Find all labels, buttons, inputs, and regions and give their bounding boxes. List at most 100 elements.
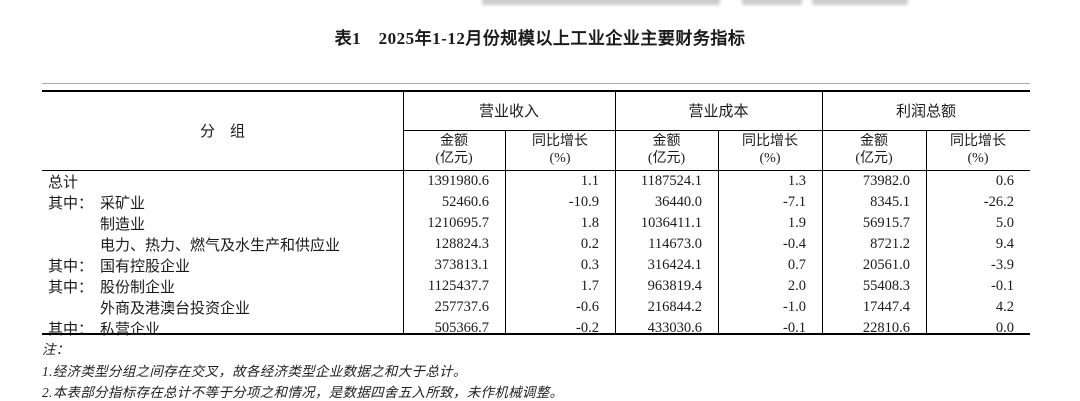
notes-heading: 注： [42, 342, 70, 357]
sub-header-line: (亿元) [435, 151, 473, 166]
sub-header-line: 金额 [652, 133, 681, 149]
column-divider [718, 130, 719, 333]
sub-header-line: 同比增长 [742, 133, 798, 149]
table-bottom-border [42, 333, 1030, 335]
page-title: 表1 2025年1-12月份规模以上工业企业主要财务指标 [334, 29, 746, 48]
sub-header-line: (亿元) [647, 151, 686, 166]
cost-growth-cell: 1.3 [787, 173, 806, 189]
profit-amount-cell: 55408.3 [862, 278, 910, 294]
revenue-growth-cell: 0.3 [580, 257, 599, 273]
smudge-mark [482, 0, 720, 5]
row-label: 国有控股企业 [100, 259, 191, 275]
cost-growth-cell: -7.1 [783, 194, 806, 210]
table-row-total: 总计 1391980.6 1.1 1187524.1 1.3 73982.0 0… [42, 171, 1030, 192]
revenue-amount-cell: 373813.1 [434, 257, 489, 273]
row-label: 外商及港澳台投资企业 [100, 301, 251, 317]
profit-amount-cell: 8721.2 [870, 236, 910, 252]
table-notes: 注： 1.经济类型分组之间存在交叉，故各经济类型企业数据之和大于总计。 2.本表… [42, 339, 563, 401]
profit-amount-cell: 8345.1 [870, 194, 910, 210]
profit-growth-cell: 4.2 [995, 299, 1014, 315]
row-label: 私营企业 [100, 322, 161, 338]
cost-amount-cell: 216844.2 [647, 299, 702, 315]
cost-growth-cell: -0.1 [783, 320, 806, 336]
row-label: 总计 [48, 175, 79, 191]
smudge-mark [742, 0, 802, 5]
row-label-cell: 总计 [42, 171, 403, 192]
sub-header-line: 金额 [440, 133, 468, 149]
cost-amount-cell: 433030.6 [647, 320, 702, 336]
revenue-amount-cell: 1391980.6 [427, 173, 489, 189]
profit-amount-cell: 20561.0 [862, 257, 910, 273]
profit-growth-cell: 0.6 [995, 173, 1014, 189]
table-row-shareholding: 其中： 股份制企业 1125437.7 1.7 963819.4 2.0 5540… [42, 276, 1030, 297]
profit-growth-cell: -0.1 [991, 278, 1014, 294]
table-row-foreign-invested: 外商及港澳台投资企业 257737.6 -0.6 216844.2 -1.0 1… [42, 297, 1030, 318]
profit-amount-cell: 56915.7 [862, 215, 910, 231]
table-row-utilities: 电力、热力、燃气及水生产和供应业 128824.3 0.2 114673.0 -… [42, 234, 1030, 255]
sub-header-line: (亿元) [855, 151, 893, 166]
sub-header-amount: 金额 (亿元) [403, 130, 505, 170]
column-group-header-row: 营业收入 营业成本 利润总额 [403, 90, 1030, 130]
row-label-cell: 其中： 国有控股企业 [42, 255, 403, 276]
profit-amount-cell: 17447.4 [862, 299, 910, 315]
row-prefix: 其中： [48, 259, 94, 275]
column-group-cost: 营业成本 [688, 103, 749, 120]
sub-header-line: (%) [549, 151, 571, 166]
note-item: 1.经济类型分组之间存在交叉，故各经济类型企业数据之和大于总计。 [42, 363, 467, 379]
revenue-amount-cell: 1125437.7 [427, 278, 489, 294]
column-divider [822, 90, 823, 333]
column-divider [926, 130, 927, 333]
sub-header-line: 金额 [860, 133, 888, 149]
row-prefix: 其中： [48, 196, 94, 212]
profit-growth-cell: 0.0 [995, 320, 1014, 336]
sub-header-line: (%) [967, 151, 989, 166]
row-label-cell: 其中： 采矿业 [42, 192, 403, 213]
group-column-header: 分 组 [199, 123, 245, 140]
cost-amount-cell: 36440.0 [654, 194, 702, 210]
row-prefix: 其中： [48, 280, 94, 296]
row-label-cell: 制造业 [42, 213, 403, 234]
revenue-amount-cell: 128824.3 [434, 236, 489, 252]
revenue-amount-cell: 52460.6 [441, 194, 489, 210]
revenue-growth-cell: 0.2 [580, 236, 599, 252]
sub-header-line: (%) [759, 151, 781, 166]
table-row-state-holding: 其中： 国有控股企业 373813.1 0.3 316424.1 0.7 2056… [42, 255, 1030, 276]
row-label: 制造业 [100, 217, 146, 233]
row-prefix: 其中： [48, 322, 94, 338]
column-divider [403, 90, 404, 333]
table-body: 总计 1391980.6 1.1 1187524.1 1.3 73982.0 0… [42, 171, 1030, 338]
cost-amount-cell: 316424.1 [647, 257, 702, 273]
column-group-revenue: 营业收入 [478, 103, 539, 120]
table-hairline-top [42, 83, 1030, 84]
cost-amount-cell: 114673.0 [648, 236, 702, 252]
profit-amount-cell: 73982.0 [862, 173, 910, 189]
row-label-cell: 其中： 股份制企业 [42, 276, 403, 297]
profit-growth-cell: -26.2 [983, 194, 1014, 210]
revenue-growth-cell: -0.6 [576, 299, 599, 315]
row-label: 电力、热力、燃气及水生产和供应业 [100, 238, 341, 254]
revenue-growth-cell: 1.8 [580, 215, 599, 231]
revenue-growth-cell: 1.1 [580, 173, 599, 189]
cost-growth-cell: -1.0 [783, 299, 806, 315]
table-row-manufacturing: 制造业 1210695.7 1.8 1036411.1 1.9 56915.7 … [42, 213, 1030, 234]
revenue-amount-cell: 1210695.7 [427, 215, 489, 231]
row-label-cell: 其中： 私营企业 [42, 318, 403, 339]
revenue-growth-cell: -0.2 [576, 320, 599, 336]
table-row-mining: 其中： 采矿业 52460.6 -10.9 36440.0 -7.1 8345.1… [42, 192, 1030, 213]
column-divider [615, 90, 616, 333]
row-label: 采矿业 [100, 196, 146, 212]
smudge-mark [812, 0, 908, 5]
cost-growth-cell: 2.0 [787, 278, 806, 294]
revenue-amount-cell: 505366.7 [434, 320, 489, 336]
revenue-amount-cell: 257737.6 [434, 299, 489, 315]
sub-header-growth: 同比增长 (%) [926, 130, 1030, 170]
cost-amount-cell: 1187524.1 [640, 173, 702, 189]
clipped-text-artifact [0, 0, 1080, 8]
cost-amount-cell: 1036411.1 [640, 215, 702, 231]
profit-growth-cell: 5.0 [995, 215, 1014, 231]
table-top-border [42, 90, 1030, 92]
sub-header-amount: 金额 (亿元) [615, 130, 718, 170]
revenue-growth-cell: -10.9 [568, 194, 599, 210]
cost-growth-cell: -0.4 [783, 236, 806, 252]
column-group-profit: 利润总额 [895, 103, 956, 120]
